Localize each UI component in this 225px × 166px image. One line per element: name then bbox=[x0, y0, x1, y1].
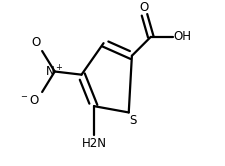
Text: $^-$O: $^-$O bbox=[19, 94, 40, 107]
Text: H2N: H2N bbox=[81, 137, 106, 150]
Text: O: O bbox=[31, 37, 40, 49]
Text: O: O bbox=[139, 1, 148, 14]
Text: S: S bbox=[129, 114, 136, 127]
Text: $\mathregular{N}^+$: $\mathregular{N}^+$ bbox=[45, 64, 64, 79]
Text: OH: OH bbox=[173, 30, 191, 43]
